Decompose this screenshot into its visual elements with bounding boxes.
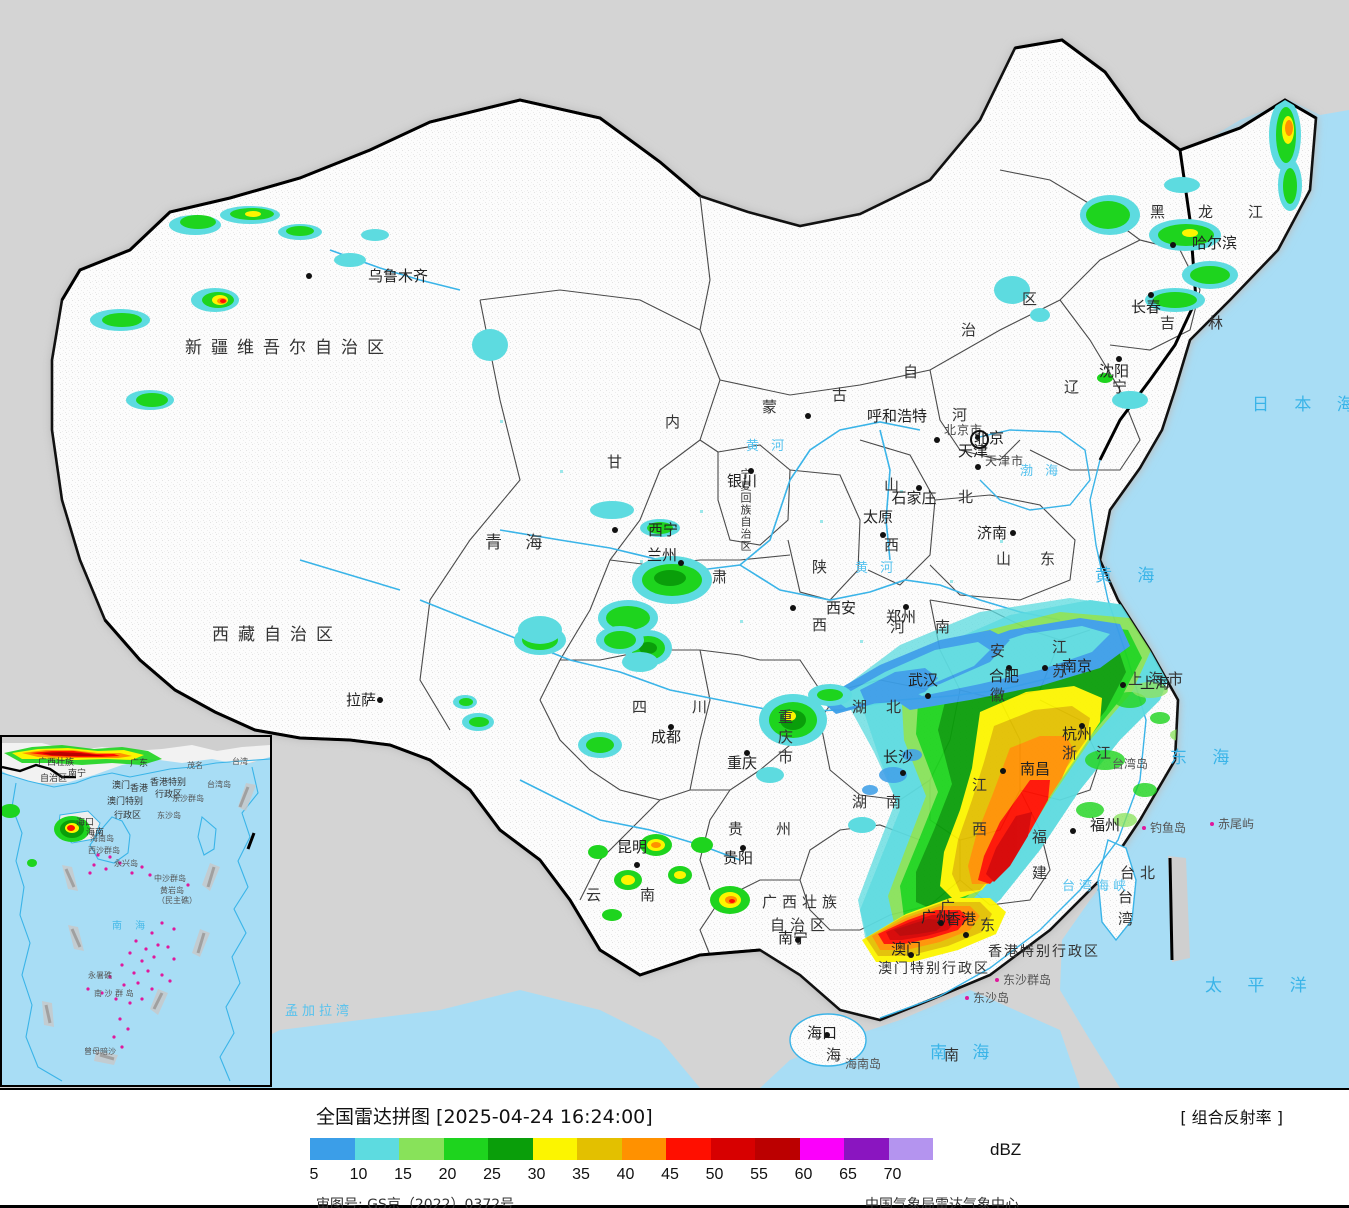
colorbar-swatch-20[interactable] — [443, 1138, 488, 1160]
colorbar-swatch-65[interactable] — [844, 1138, 889, 1160]
colorbar-tick-55: 55 — [750, 1166, 768, 1183]
city-marker-dot — [916, 485, 922, 491]
city-marker-dot — [306, 273, 312, 279]
colorbar-tick-50: 50 — [705, 1166, 724, 1183]
colorbar-tick-35: 35 — [572, 1166, 590, 1183]
scattered-echo-noise — [500, 420, 1003, 643]
legend-panel: 全国雷达拼图 [2025-04-24 16:24:00] [ 组合反射率 ] d… — [0, 1088, 1349, 1208]
city-marker-dot — [1042, 665, 1048, 671]
colorbar-swatch-45[interactable] — [666, 1138, 711, 1160]
city-marker-dot — [975, 464, 981, 470]
city-marker-dot — [1079, 723, 1085, 729]
city-marker-dot — [634, 862, 640, 868]
colorbar-swatch-70[interactable] — [888, 1138, 933, 1160]
city-marker-dot — [908, 952, 914, 958]
colorbar-swatch-55[interactable] — [755, 1138, 800, 1160]
city-marker-dot — [790, 605, 796, 611]
colorbar-swatch-30[interactable] — [532, 1138, 577, 1160]
city-marker-dot — [938, 920, 944, 926]
colorbar-swatch-10[interactable] — [354, 1138, 399, 1160]
colorbar-swatch-25[interactable] — [488, 1138, 533, 1160]
colorbar-tick-20: 20 — [438, 1166, 457, 1183]
coastline — [879, 429, 1147, 1019]
colorbar-tick-15: 15 — [394, 1166, 412, 1183]
city-marker-dot — [678, 560, 684, 566]
outlying-islands — [789, 839, 1190, 1067]
city-marker-dot — [1010, 530, 1016, 536]
city-marker-dot — [612, 527, 618, 533]
city-marker-dot — [744, 750, 750, 756]
city-marker-dot — [1006, 665, 1012, 671]
colorbar-swatch-40[interactable] — [621, 1138, 666, 1160]
island-marker-dot — [995, 978, 999, 982]
dbz-unit-label: dBZ — [990, 1140, 1022, 1159]
capital-marker-beijing — [970, 430, 989, 449]
colorbar-swatch-5[interactable] — [310, 1138, 355, 1160]
city-marker-dot — [880, 532, 886, 538]
city-marker-dot — [805, 413, 811, 419]
city-marker-dot — [1000, 768, 1006, 774]
city-marker-dot — [740, 845, 746, 851]
legend-title: 全国雷达拼图 [2025-04-24 16:24:00] — [316, 1106, 653, 1128]
city-marker-dot — [668, 724, 674, 730]
colorbar-tick-70: 70 — [883, 1166, 902, 1183]
colorbar-tick-45: 45 — [661, 1166, 679, 1183]
xinjiang-echo — [90, 206, 508, 410]
colorbar-swatch-50[interactable] — [710, 1138, 755, 1160]
colorbar-tick-labels: 5 10 15 20 25 30 35 40 45 50 55 60 65 70 — [310, 1166, 1022, 1186]
colorbar-swatch-60[interactable] — [799, 1138, 844, 1160]
city-marker-dot — [1170, 242, 1176, 248]
city-marker-dot — [900, 770, 906, 776]
city-marker-dot — [963, 932, 969, 938]
inset-graphics — [2, 737, 270, 1085]
data-source-label: 中国气象局雷达气象中心 — [865, 1197, 1019, 1208]
colorbar-tick-60: 60 — [794, 1166, 813, 1183]
radar-echo-layer — [90, 99, 1302, 1020]
city-marker-dot — [1116, 356, 1122, 362]
city-marker-dot — [824, 1032, 830, 1038]
colorbar-tick-65: 65 — [839, 1166, 857, 1183]
city-marker-dot — [1070, 828, 1076, 834]
colorbar-swatch-35[interactable] — [577, 1138, 622, 1160]
city-marker-dot — [748, 468, 754, 474]
city-marker-dot — [1148, 292, 1154, 298]
colorbar-tick-5: 5 — [309, 1166, 319, 1183]
south-china-sea-inset-map[interactable]: 广西壮族 自治区 南宁 广东 茂名 台湾 香港特别 行政区 台湾岛 澳门 香港 澳门特别 行政区 东沙群岛… — [0, 735, 272, 1087]
island-marker-dot — [1210, 822, 1214, 826]
legend-product-label: [ 组合反射率 ] — [1180, 1108, 1283, 1127]
map-graphics — [0, 0, 1349, 1088]
city-marker-dot — [377, 697, 383, 703]
colorbar-tick-25: 25 — [483, 1166, 501, 1183]
city-marker-dot — [934, 437, 940, 443]
reef-markers — [86, 853, 190, 1049]
colorbar-tick-30: 30 — [527, 1166, 546, 1183]
colorbar-swatch-15[interactable] — [399, 1138, 444, 1160]
approval-number: 审图号: GS京（2022）0372号 — [316, 1197, 515, 1208]
colorbar-tick-40: 40 — [616, 1166, 635, 1183]
reflectivity-colorbar[interactable] — [310, 1138, 933, 1160]
island-marker-dot — [965, 996, 969, 1000]
city-marker-dot — [903, 604, 909, 610]
city-marker-dot — [1120, 682, 1126, 688]
island-marker-dot — [1142, 826, 1146, 830]
city-marker-dot — [795, 937, 801, 943]
city-marker-dot — [925, 693, 931, 699]
northeast-echo — [994, 99, 1302, 409]
colorbar-tick-10: 10 — [349, 1166, 368, 1183]
